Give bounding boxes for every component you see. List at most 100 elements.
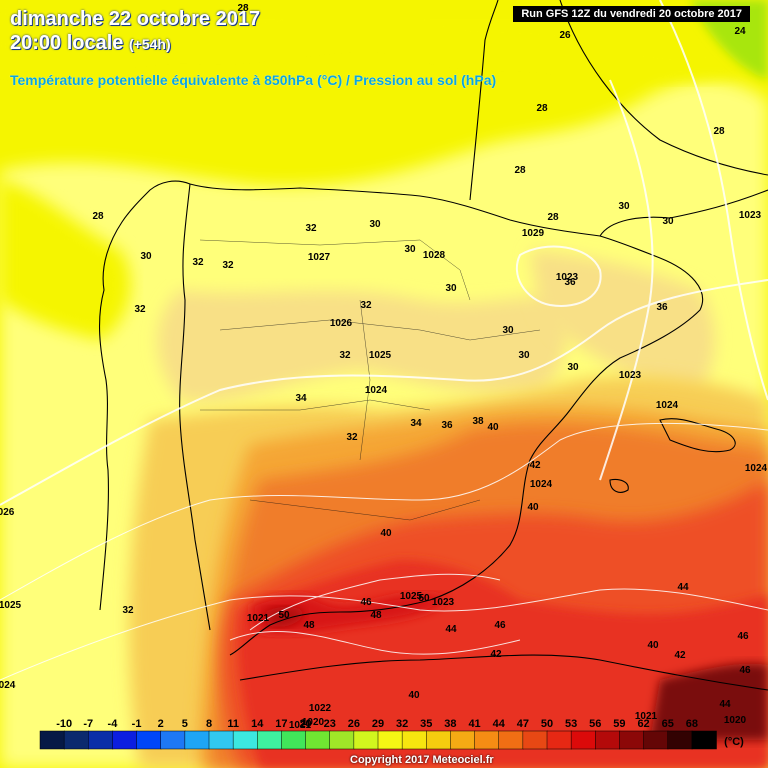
legend-swatch — [112, 730, 138, 750]
legend-swatch — [353, 730, 379, 750]
contour-label: 32 — [122, 605, 134, 616]
legend-tick-label: 23 — [324, 718, 336, 730]
contour-label: 30 — [662, 216, 674, 227]
contour-label: 32 — [360, 300, 372, 311]
contour-label: 30 — [567, 362, 579, 373]
region-borders — [199, 239, 541, 521]
contour-label: 1024 — [365, 385, 388, 396]
contour-label: 1024 — [656, 400, 679, 411]
legend-swatch — [474, 730, 500, 750]
contour-label: 1028 — [423, 250, 446, 261]
legend-swatch — [450, 730, 476, 750]
contour-label: 32 — [346, 432, 358, 443]
legend-tick-label: -4 — [108, 718, 119, 730]
map-subtitle: Température potentielle équivalente à 85… — [10, 72, 497, 88]
contour-label: 30 — [618, 201, 630, 212]
contour-label: 1023 — [556, 272, 579, 283]
contour-label: 46 — [737, 631, 749, 642]
contour-label: 1025 — [369, 350, 392, 361]
legend-tick-label: 2 — [158, 718, 164, 730]
legend-swatch — [329, 730, 355, 750]
contour-label: 48 — [370, 610, 382, 621]
legend-tick-label: 65 — [662, 718, 674, 730]
legend-tick-label: 38 — [444, 718, 456, 730]
contour-label: 42 — [674, 650, 686, 661]
legend-swatch — [691, 730, 717, 750]
legend-swatch — [305, 730, 331, 750]
legend-swatch — [498, 730, 524, 750]
contour-label: 1023 — [619, 370, 642, 381]
contour-label: 1021 — [247, 613, 270, 624]
contour-label: 44 — [677, 582, 689, 593]
contour-label: 46 — [360, 597, 372, 608]
contour-label: 34 — [410, 418, 422, 429]
contour-label: 28 — [547, 212, 559, 223]
contour-label: 1026 — [330, 318, 353, 329]
legend-tick-label: 50 — [541, 718, 553, 730]
legend-swatch — [160, 730, 186, 750]
map-time-title: 20:00 locale (+54h) — [10, 32, 171, 55]
contour-label: 30 — [140, 251, 152, 262]
legend-swatch — [281, 730, 307, 750]
legend-swatch — [208, 730, 234, 750]
legend-tick-label: 20 — [299, 718, 311, 730]
contour-label: 32 — [339, 350, 351, 361]
legend-tick-label: 5 — [182, 718, 188, 730]
contour-label: 32 — [134, 304, 146, 315]
contour-label: 28 — [713, 126, 725, 137]
contour-label: 48 — [303, 620, 315, 631]
legend-swatch — [184, 730, 210, 750]
legend-tick-label: 29 — [372, 718, 384, 730]
contour-label: 50 — [418, 593, 430, 604]
legend-tick-label: 41 — [468, 718, 480, 730]
contour-label: 34 — [295, 393, 307, 404]
contour-label: 40 — [487, 422, 499, 433]
legend-tick-label: -10 — [56, 718, 72, 730]
legend-swatch — [88, 730, 114, 750]
copyright-text: Copyright 2017 Meteociel.fr — [350, 754, 494, 766]
contour-label: 50 — [278, 610, 290, 621]
contour-label: 28 — [536, 103, 548, 114]
contour-label: 28 — [237, 3, 249, 14]
legend-swatch — [63, 730, 90, 750]
legend-tick-label: 47 — [517, 718, 529, 730]
contour-label: 46 — [494, 620, 506, 631]
contour-label: 30 — [369, 219, 381, 230]
contour-label: 36 — [441, 420, 453, 431]
legend-tick-label: -7 — [83, 718, 93, 730]
contour-label: 1023 — [739, 210, 762, 221]
contour-label: 36 — [656, 302, 668, 313]
legend-tick-label: 53 — [565, 718, 577, 730]
contour-label: 1029 — [522, 228, 545, 239]
contour-label: 44 — [445, 624, 457, 635]
run-info-badge: Run GFS 12Z du vendredi 20 octobre 2017 — [513, 6, 750, 22]
contour-label: 1024 — [745, 463, 768, 474]
contour-label: 44 — [719, 699, 731, 710]
legend-swatch — [136, 730, 162, 750]
legend-swatch — [595, 730, 621, 750]
legend-swatch — [377, 730, 403, 750]
contour-label: 30 — [445, 283, 457, 294]
legend-swatch — [39, 730, 65, 750]
legend-swatch — [257, 730, 283, 750]
contour-label: 1023 — [432, 597, 455, 608]
legend-swatch — [426, 730, 452, 750]
legend-swatch — [401, 730, 428, 750]
legend-tick-label: 62 — [637, 718, 649, 730]
contour-label: 46 — [739, 665, 751, 676]
legend-tick-label: 17 — [275, 718, 287, 730]
legend-tick-label: 56 — [589, 718, 601, 730]
contour-label: 1021 — [289, 720, 312, 731]
legend-swatch — [232, 730, 259, 750]
contour-label: 28 — [514, 165, 526, 176]
contour-label: 024 — [0, 680, 16, 691]
contour-label: 42 — [490, 649, 502, 660]
contour-label: 32 — [222, 260, 234, 271]
legend-tick-label: 26 — [348, 718, 360, 730]
legend-swatch — [667, 730, 693, 750]
legend-swatch — [643, 730, 669, 750]
legend-tick-label: 35 — [420, 718, 432, 730]
